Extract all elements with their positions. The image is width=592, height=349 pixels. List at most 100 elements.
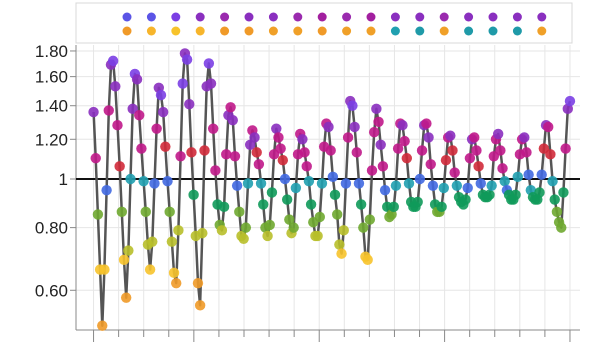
legend-swatch [439,12,449,22]
data-point [447,145,458,156]
data-point [312,230,323,242]
data-point [362,254,373,266]
data-point [301,161,312,172]
data-point [327,171,339,183]
data-point [227,114,238,126]
data-point [486,180,497,191]
data-point [240,222,252,233]
data-point [471,145,482,156]
data-point [397,120,408,131]
legend-swatch [244,26,254,36]
data-point [164,206,175,218]
legend-swatch [512,26,522,36]
data-point [120,292,132,303]
data-point [510,189,521,201]
data-point [521,147,532,158]
legend-swatch [488,26,498,36]
legend-swatch [488,12,498,22]
legend-swatch [244,12,254,22]
data-point [436,201,447,213]
legend-swatch [220,12,230,22]
data-point [275,143,286,154]
data-point [279,173,291,185]
data-point [523,169,534,180]
data-point [353,178,365,189]
data-point [210,165,221,176]
legend-swatch [195,12,205,22]
data-point [534,187,545,198]
data-point [177,78,188,89]
legend-swatch [415,26,425,36]
data-point [151,123,162,134]
data-point [423,132,434,143]
y-tick-label: 1.40 [35,97,68,116]
data-point [351,147,362,158]
data-point [199,145,210,156]
legend-swatch [390,12,400,22]
data-point [484,189,495,201]
legend-swatch [537,12,547,22]
data-point [112,120,123,131]
legend-swatch [537,26,547,36]
data-point [273,132,284,143]
data-point [203,58,215,69]
data-point [171,277,182,289]
data-point [264,219,275,231]
data-point [399,135,410,147]
legend-swatch [220,26,230,36]
data-point [116,206,128,218]
legend-swatch [171,26,181,36]
data-point [564,95,576,107]
data-point [390,180,402,191]
data-point [440,155,452,166]
data-point [249,132,260,143]
data-point [281,194,293,205]
data-point [316,178,328,189]
data-point [543,121,554,133]
data-point [97,320,108,331]
data-point [208,123,219,134]
data-point [99,264,110,275]
data-point [192,277,204,289]
data-point [103,105,114,116]
data-point [149,178,160,189]
y-tick-label: 0.80 [35,219,68,238]
legend-swatch [512,12,522,22]
y-tick-label: 1.20 [35,130,68,149]
data-point [90,153,101,164]
data-point [329,189,341,201]
data-point [184,98,195,110]
data-point [338,225,349,236]
legend-swatch [317,12,327,22]
data-point [421,118,432,129]
legend-swatch [439,26,449,36]
y-tick-label: 0.60 [35,281,68,300]
data-point [379,184,391,196]
data-point [173,225,184,236]
legend-swatch [268,26,278,36]
data-point [373,116,384,128]
data-point [392,143,404,154]
data-point [425,159,436,170]
data-point [460,194,471,205]
data-point [336,248,347,259]
data-point [368,126,380,138]
data-point [342,132,354,143]
data-point [166,236,178,247]
data-point [218,201,230,213]
data-point [464,153,476,164]
data-point [101,184,112,196]
data-point [147,236,158,247]
data-point [138,175,149,187]
data-point [160,141,171,152]
data-point [118,254,130,266]
data-point [556,222,567,233]
data-point [445,130,456,141]
data-point [242,178,254,189]
data-point [323,121,334,133]
data-point [558,187,569,198]
legend-swatch [390,26,400,36]
data-point [427,180,439,191]
data-point [157,106,169,118]
